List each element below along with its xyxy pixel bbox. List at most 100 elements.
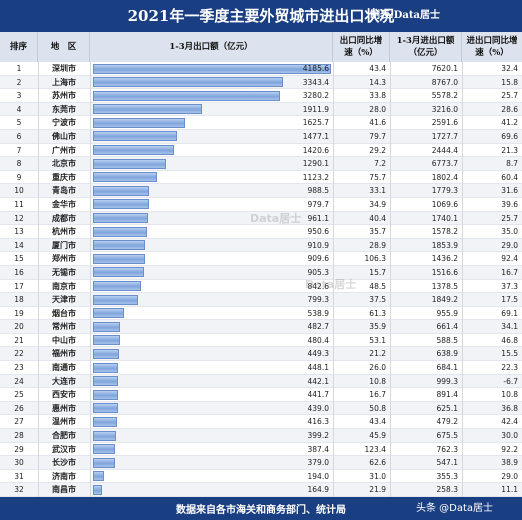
table-row: 28 合肥市 399.2 45.9 675.5 30.0	[0, 429, 522, 443]
total-value: 955.9	[436, 308, 458, 318]
export-value: 480.4	[307, 335, 329, 345]
bar-track: 1625.7	[93, 116, 331, 129]
export-bar	[93, 172, 157, 183]
export-growth-value: 53.1	[369, 335, 386, 345]
export-bar	[93, 471, 105, 482]
export-bar	[93, 321, 121, 332]
export-growth-value: 31.0	[369, 471, 386, 481]
export-bar	[93, 104, 202, 115]
table-row: 11 金华市 979.7 34.9 1069.6 39.6	[0, 198, 522, 212]
total-growth-value: 39.6	[501, 199, 518, 209]
total-value: 675.5	[436, 431, 458, 441]
export-value: 194.0	[307, 471, 329, 481]
export-value: 439.0	[307, 403, 329, 413]
city-label: 长沙市	[52, 457, 76, 468]
title-banner: 2021年一季度主要外贸城市进出口状况 制表:Data居士	[0, 0, 522, 32]
header-export-growth: 出口同比增速（%）	[333, 32, 390, 62]
table-row: 22 福州市 449.3 21.2 638.9 15.5	[0, 347, 522, 362]
export-growth-value: 48.5	[369, 281, 386, 291]
rank-cell: 1	[16, 64, 22, 73]
table-row: 1 深圳市 4185.6 43.4 7620.1 32.4	[0, 62, 522, 76]
total-growth-value: -6.7	[503, 376, 518, 386]
column-divider	[90, 62, 91, 497]
export-growth-value: 79.7	[369, 131, 386, 141]
rank-cell: 16	[14, 267, 24, 277]
total-value: 547.1	[436, 458, 458, 468]
total-growth-value: 25.7	[501, 91, 518, 101]
rank-cell: 17	[14, 281, 24, 291]
total-value: 638.9	[436, 349, 458, 359]
export-value: 399.2	[307, 431, 329, 441]
rank-cell: 22	[14, 349, 24, 359]
export-value: 1290.1	[302, 159, 329, 169]
total-value: 999.3	[436, 376, 458, 386]
export-growth-value: 62.6	[369, 458, 386, 468]
bar-track: 1290.1	[93, 157, 331, 170]
watermark: Data居士	[250, 212, 302, 225]
rank-cell: 13	[14, 227, 24, 237]
rank-cell: 27	[14, 417, 24, 427]
rank-cell: 4	[16, 104, 22, 114]
table-row: 25 西安市 441.7 16.7 891.4 10.8	[0, 388, 522, 402]
export-growth-value: 10.8	[369, 376, 386, 386]
header-total: 1-3月进出口额（亿元）	[390, 32, 462, 62]
table-row: 10 青岛市 988.5 33.1 1779.3 31.6	[0, 184, 522, 198]
total-growth-value: 34.1	[501, 322, 518, 332]
total-growth-value: 22.3	[501, 363, 518, 373]
bar-track: 3280.2	[93, 89, 331, 102]
total-value: 1516.6	[431, 267, 458, 277]
total-value: 1802.4	[431, 172, 458, 182]
chart-credit: 制表:Data居士	[370, 10, 440, 21]
export-value: 842.6	[307, 281, 329, 291]
total-growth-value: 15.8	[501, 77, 518, 87]
rank-cell: 8	[16, 159, 22, 169]
export-growth-value: 43.4	[369, 417, 386, 427]
city-label: 重庆市	[52, 171, 76, 182]
export-growth-value: 21.2	[369, 349, 386, 359]
export-value: 449.3	[307, 349, 329, 359]
rank-cell: 6	[16, 131, 22, 141]
total-value: 762.3	[436, 444, 458, 454]
header-export: 1-3月出口额（亿元）	[90, 32, 333, 62]
export-growth-value: 28.9	[369, 240, 386, 250]
city-label: 厦门市	[52, 239, 76, 250]
chart-title: 2021年一季度主要外贸城市进出口状况	[127, 7, 395, 25]
table-row: 23 南通市 448.1 26.0 684.1 22.3	[0, 361, 522, 375]
export-bar	[93, 389, 119, 400]
export-growth-value: 35.7	[369, 227, 386, 237]
export-bar	[93, 131, 177, 142]
total-value: 1853.9	[431, 240, 458, 250]
bar-track: 399.2	[93, 429, 331, 442]
export-bar	[93, 362, 119, 373]
table-row: 24 大连市 442.1 10.8 999.3 -6.7	[0, 374, 522, 389]
table-row: 29 武汉市 387.4 123.4 762.3 92.2	[0, 443, 522, 457]
rank-cell: 15	[14, 254, 24, 264]
export-bar	[93, 63, 331, 74]
total-growth-value: 8.7	[506, 159, 518, 169]
table-row: 9 重庆市 1123.2 75.7 1802.4 60.4	[0, 171, 522, 185]
export-bar	[93, 158, 167, 169]
total-value: 479.2	[436, 417, 458, 427]
total-value: 1740.1	[431, 213, 458, 223]
total-growth-value: 30.0	[501, 431, 518, 441]
total-value: 8767.0	[431, 77, 458, 87]
total-value: 1727.7	[431, 131, 458, 141]
export-growth-value: 33.1	[369, 186, 386, 196]
total-growth-value: 21.3	[501, 145, 518, 155]
city-label: 苏州市	[52, 90, 76, 101]
export-growth-value: 28.0	[369, 104, 386, 114]
city-label: 西安市	[52, 389, 76, 400]
header-rank: 排序	[0, 32, 38, 62]
rank-cell: 26	[14, 403, 24, 413]
total-growth-value: 10.8	[501, 390, 518, 400]
export-value: 538.9	[307, 308, 329, 318]
table-row: 31 济南市 194.0 31.0 355.3 29.0	[0, 470, 522, 484]
city-label: 东莞市	[52, 103, 76, 114]
city-label: 中山市	[52, 334, 76, 345]
bar-track: 3343.4	[93, 76, 331, 89]
total-value: 625.1	[436, 403, 458, 413]
table-row: 5 宁波市 1625.7 41.6 2591.6 41.2	[0, 116, 522, 130]
city-label: 惠州市	[52, 402, 76, 413]
export-value: 1420.6	[302, 145, 329, 155]
bar-track: 387.4	[93, 443, 331, 456]
